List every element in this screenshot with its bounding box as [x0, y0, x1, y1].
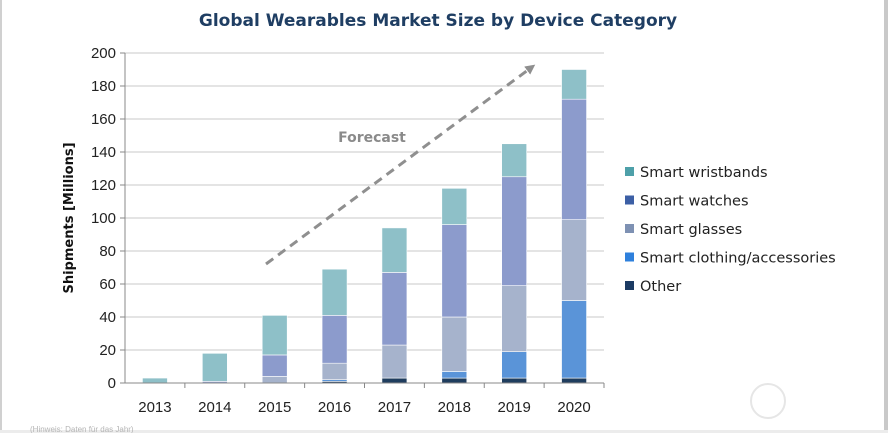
y-tick-label: 40: [99, 309, 116, 326]
bar-2020-smart-glasses: [561, 219, 587, 301]
x-tick-label: 2015: [258, 399, 291, 416]
bar-2020-smart-clothing-accessories: [561, 300, 587, 379]
legend: Smart wristbands Smart watches Smart glass…: [625, 165, 836, 295]
bar-2019-smart-wristbands: [501, 143, 527, 178]
x-tick-label: 2016: [318, 399, 351, 416]
bar-2019-smart-clothing-accessories: [501, 351, 527, 379]
x-tick-label: 2017: [378, 399, 411, 416]
bar-2013-smart-wristbands: [142, 377, 168, 384]
bar-2016-smart-watches: [321, 315, 348, 364]
legend-label-smart-glasses: Smart glasses: [640, 222, 742, 238]
bar-2015-smart-wristbands: [261, 315, 288, 356]
frame-left: [0, 0, 2, 433]
bar-2018-other: [441, 377, 468, 384]
bar-2017-smart-wristbands: [381, 227, 408, 273]
legend-label-smart-watches: Smart watches: [640, 194, 749, 210]
bar-2018-smart-clothing-accessories: [441, 371, 468, 379]
y-tick-label: 60: [99, 276, 116, 293]
bar-2019-other: [501, 377, 527, 384]
y-tick-label: 120: [91, 177, 116, 194]
legend-label-other: Other: [640, 279, 681, 295]
legend-swatch-other: [625, 281, 634, 290]
y-tick-label: 140: [91, 144, 116, 161]
y-axis-label: Shipments [Millions]: [62, 142, 77, 293]
gridlines: [125, 52, 604, 351]
bar-2016-smart-glasses: [321, 362, 348, 381]
bar-2018-smart-glasses: [441, 316, 468, 372]
frame-bottom: [0, 430, 888, 433]
y-tick-label: 20: [99, 342, 116, 359]
bar-2017-smart-watches: [381, 272, 408, 346]
y-tick-label: 160: [91, 111, 116, 128]
legend-swatch-smart-glasses: [625, 224, 634, 233]
y-tick-label: 0: [108, 375, 116, 392]
x-tick-label: 2020: [557, 399, 590, 416]
x-tick-label: 2019: [498, 399, 531, 416]
axes: 0 20 40 60 80 100 120 140 160 180 200 2013 2014 2015 2…: [91, 45, 605, 416]
bar-2019-smart-watches: [501, 176, 527, 286]
forecast-annotation: Forecast: [338, 130, 406, 146]
watermark-logo: [750, 383, 786, 419]
forecast-arrow: [265, 64, 536, 266]
bar-2014-smart-wristbands: [202, 352, 228, 382]
bar-2020-smart-wristbands: [561, 69, 587, 100]
y-tick-label: 180: [91, 78, 116, 95]
y-tick-label: 80: [99, 243, 116, 260]
y-tick-label: 200: [91, 45, 116, 62]
x-tick-label: 2014: [198, 399, 231, 416]
legend-label-smart-clothing-accessories: Smart clothing/accessories: [640, 251, 836, 267]
bar-2020-smart-watches: [561, 98, 587, 220]
bar-2016-smart-wristbands: [321, 268, 348, 316]
x-tick-label: 2013: [138, 399, 171, 416]
bar-2015-smart-watches: [261, 354, 288, 377]
bar-2017-other: [381, 377, 408, 384]
source-note: (Hinweis: Daten für das Jahr): [30, 425, 134, 433]
legend-swatch-smart-watches: [625, 195, 634, 205]
bars: [142, 69, 587, 384]
bar-2018-smart-watches: [441, 224, 468, 318]
legend-swatch-smart-wristbands: [625, 167, 634, 176]
bar-2019-smart-glasses: [501, 285, 527, 352]
legend-swatch-smart-clothing-accessories: [625, 252, 634, 262]
y-tick-label: 100: [91, 210, 116, 227]
bar-2015-smart-glasses: [261, 376, 288, 384]
frame-right: [884, 0, 888, 433]
legend-label-smart-wristbands: Smart wristbands: [640, 165, 768, 181]
x-tick-label: 2018: [438, 399, 471, 416]
bar-2017-smart-glasses: [381, 344, 408, 379]
bar-2020-other: [561, 377, 587, 384]
chart-title: Global Wearables Market Size by Device C…: [199, 11, 677, 31]
bar-2018-smart-wristbands: [441, 188, 468, 225]
